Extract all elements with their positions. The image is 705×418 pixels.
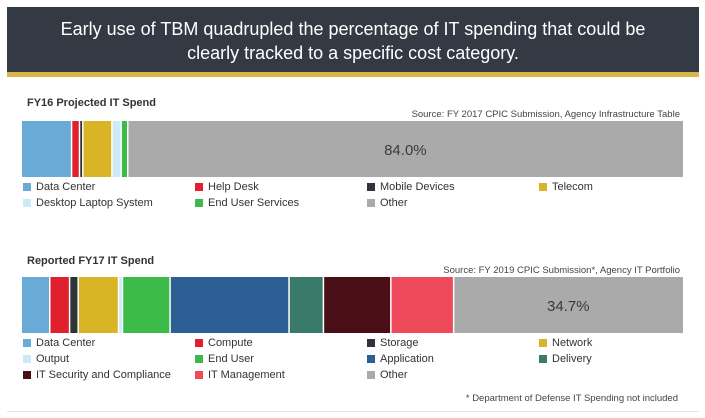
legend-swatch <box>195 183 203 191</box>
legend-label: End User <box>208 353 254 365</box>
legend-swatch <box>367 199 375 207</box>
bar-segment-data-center <box>22 121 72 177</box>
legend-swatch <box>367 183 375 191</box>
legend-swatch <box>539 355 547 363</box>
legend-item-application: Application <box>367 353 434 365</box>
legend-swatch <box>23 355 31 363</box>
legend-item-it-management: IT Management <box>195 369 285 381</box>
legend-label: Storage <box>380 337 419 349</box>
bar-segment-application <box>170 277 290 333</box>
legend-item-compute: Compute <box>195 337 253 349</box>
bar-segment-network <box>78 277 119 333</box>
legend-item-other: Other <box>367 369 408 381</box>
legend-label: Delivery <box>552 353 592 365</box>
legend-label: Data Center <box>36 181 96 193</box>
bar-segment-other <box>127 121 683 177</box>
legend-label: IT Security and Compliance <box>36 369 171 381</box>
legend-label: Other <box>380 369 408 381</box>
legend-swatch <box>195 339 203 347</box>
headline-line-2: clearly tracked to a specific cost categ… <box>187 43 519 63</box>
legend-item-desktop-laptop-system: Desktop Laptop System <box>23 197 153 209</box>
segment-value-label: 34.7% <box>547 298 590 315</box>
fy16-chart-title: FY16 Projected IT Spend <box>27 97 156 109</box>
bar-segment-mobile-devices <box>79 121 83 177</box>
legend-item-delivery: Delivery <box>539 353 592 365</box>
bar-segment-data-center <box>22 277 50 333</box>
legend-swatch <box>539 183 547 191</box>
bar-segment-it-management <box>390 277 454 333</box>
legend-swatch <box>195 199 203 207</box>
legend-swatch <box>195 371 203 379</box>
bottom-divider <box>7 411 699 412</box>
legend-label: End User Services <box>208 197 300 209</box>
bar-segment-it-security-and-compliance <box>323 277 391 333</box>
legend-label: IT Management <box>208 369 285 381</box>
legend-label: Output <box>36 353 70 365</box>
legend-item-end-user-services: End User Services <box>195 197 299 209</box>
legend-swatch <box>195 355 203 363</box>
fy17-stacked-bar: 34.7% <box>22 277 683 333</box>
legend-label: Desktop Laptop System <box>36 197 153 209</box>
legend-swatch <box>367 371 375 379</box>
legend-swatch <box>23 199 31 207</box>
legend-item-other: Other <box>367 197 408 209</box>
bar-segment-telecom <box>82 121 112 177</box>
fy16-source-note: Source: FY 2017 CPIC Submission, Agency … <box>411 109 680 120</box>
bar-segment-storage <box>69 277 79 333</box>
bar-segment-output <box>118 277 123 333</box>
segment-value-label: 84.0% <box>384 142 427 159</box>
legend-label: Other <box>380 197 408 209</box>
legend-item-network: Network <box>539 337 592 349</box>
legend-label: Data Center <box>36 337 96 349</box>
legend-label: Mobile Devices <box>380 181 455 193</box>
headline-line-1: Early use of TBM quadrupled the percenta… <box>60 19 646 39</box>
legend-item-end-user: End User <box>195 353 254 365</box>
fy17-source-note: Source: FY 2019 CPIC Submission*, Agency… <box>443 265 680 276</box>
legend-swatch <box>367 339 375 347</box>
bar-segment-help-desk <box>71 121 80 177</box>
fy17-legend: Data Center Compute Storage Network Output En… <box>23 337 683 387</box>
legend-item-help-desk: Help Desk <box>195 181 259 193</box>
bar-segment-end-user-services <box>121 121 128 177</box>
headline-banner: Early use of TBM quadrupled the percenta… <box>7 7 699 77</box>
legend-swatch <box>23 339 31 347</box>
bar-segment-desktop-laptop-system <box>111 121 122 177</box>
legend-swatch <box>23 371 31 379</box>
bar-segment-compute <box>49 277 70 333</box>
legend-item-telecom: Telecom <box>539 181 593 193</box>
legend-swatch <box>539 339 547 347</box>
legend-label: Compute <box>208 337 253 349</box>
bar-segment-end-user <box>122 277 171 333</box>
footnote: * Department of Defense IT Spending not … <box>465 393 678 404</box>
legend-item-it-security-and-compliance: IT Security and Compliance <box>23 369 171 381</box>
legend-label: Help Desk <box>208 181 259 193</box>
legend-item-mobile-devices: Mobile Devices <box>367 181 455 193</box>
legend-swatch <box>367 355 375 363</box>
bar-segment-delivery <box>289 277 324 333</box>
bar-segment-other <box>453 277 683 333</box>
legend-swatch <box>23 183 31 191</box>
fy17-chart-title: Reported FY17 IT Spend <box>27 255 155 267</box>
legend-item-data-center: Data Center <box>23 181 95 193</box>
fy16-stacked-bar: 84.0% <box>22 121 683 177</box>
legend-label: Network <box>552 337 593 349</box>
legend-item-storage: Storage <box>367 337 419 349</box>
legend-item-output: Output <box>23 353 69 365</box>
legend-label: Telecom <box>552 181 593 193</box>
legend-label: Application <box>380 353 434 365</box>
legend-item-data-center: Data Center <box>23 337 95 349</box>
fy16-legend: Data Center Help Desk Mobile Devices Teleco… <box>23 181 683 221</box>
